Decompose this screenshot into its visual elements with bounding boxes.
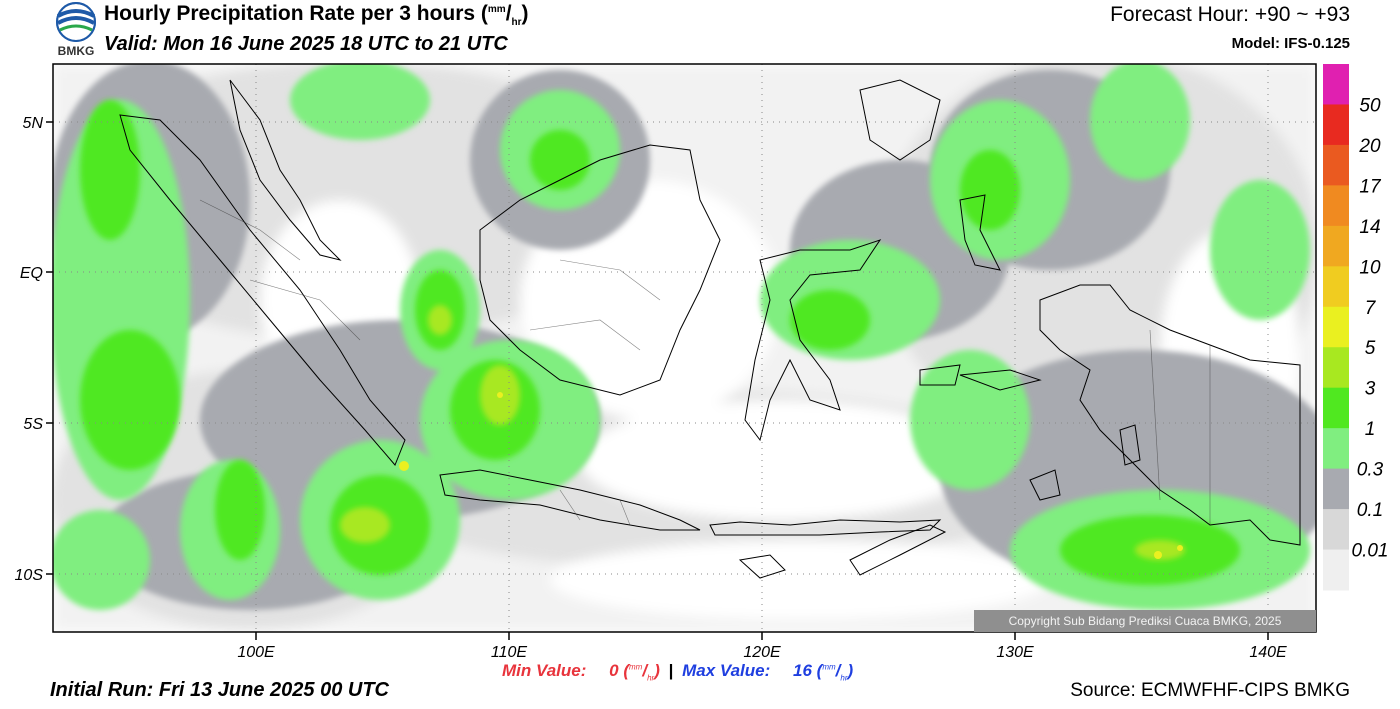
bmkg-logo: BMKG [52,2,100,58]
valid-time: Valid: Mon 16 June 2025 18 UTC to 21 UTC [104,33,508,55]
colorbar-label: 0.1 [1357,500,1383,521]
logo-text: BMKG [57,44,95,58]
minmax-separator: | [668,661,674,680]
lon-tick-140e: 140E [1249,644,1287,661]
colorbar-swatch [1323,509,1349,551]
colorbar-swatch [1323,387,1349,429]
min-value: 0 [609,661,619,680]
colorbar-label: 50 [1359,95,1381,116]
title-text: Hourly Precipitation Rate per 3 hours ( [104,2,488,25]
coastlines [119,79,1301,579]
colorbar-label: 1 [1365,419,1376,440]
colorbar-label: 0.3 [1357,460,1384,481]
lat-tick-5n: 5N [23,115,44,132]
data-source: Source: ECMWFHF-CIPS BMKG [1070,680,1350,701]
title-end: ) [521,2,529,25]
lon-tick-110e: 110E [491,644,528,661]
colorbar-swatch [1323,64,1349,105]
forecast-hour: Forecast Hour: +90 ~ +93 [1110,3,1350,26]
max-value: 16 [793,661,812,680]
copyright-notice: Copyright Sub Bidang Prediksi Cuaca BMKG… [974,610,1316,632]
lon-tick-120e: 120E [743,644,781,661]
precip-field [53,64,1316,632]
colorbar-label: 14 [1359,217,1380,238]
max-label: Max Value: [682,661,771,680]
initial-run: Initial Run: Fri 13 June 2025 00 UTC [50,679,389,701]
max-unit-num: mm [822,662,836,672]
colorbar-label: 10 [1359,257,1381,278]
lat-tick-eq: EQ [20,265,43,282]
model-name: Model: IFS-0.125 [1231,35,1350,52]
colorbar [1323,64,1349,591]
colorbar-label: 7 [1365,298,1377,319]
min-label: Min Value: [502,661,587,680]
bmkg-emblem-icon [56,2,96,42]
colorbar-label: 5 [1365,338,1376,359]
colorbar-label: 17 [1359,176,1382,197]
title-unit-den: hr [511,17,522,29]
min-unit-den: hr [647,673,655,683]
colorbar-swatch [1323,549,1349,591]
colorbar-swatch [1323,347,1349,389]
colorbar-label: 20 [1358,136,1381,157]
colorbar-swatch [1323,185,1349,227]
lat-tick-5s: 5S [23,416,43,433]
max-unit-den: hr [840,673,848,683]
lon-tick-130e: 130E [996,644,1034,661]
colorbar-label: 3 [1365,379,1376,400]
colorbar-swatch [1323,104,1349,146]
min-unit-num: mm [629,662,643,672]
chart-title: Hourly Precipitation Rate per 3 hours (m… [104,2,529,29]
colorbar-swatch [1323,266,1349,308]
colorbar-swatch [1323,468,1349,510]
title-unit-num: mm [487,4,506,15]
colorbar-labels: 50 20 17 14 10 7 5 3 1 0.3 0.1 0.01 [1352,95,1389,561]
lat-tick-10s: 10S [15,567,44,584]
colorbar-swatch [1323,306,1349,348]
colorbar-swatch [1323,225,1349,267]
colorbar-swatch [1323,428,1349,470]
lon-tick-100e: 100E [237,644,275,661]
min-max-values: Min Value: 0 (mm/hr) | Max Value: 16 (mm… [502,661,854,683]
colorbar-swatch [1323,144,1349,186]
colorbar-label: 0.01 [1352,541,1389,562]
